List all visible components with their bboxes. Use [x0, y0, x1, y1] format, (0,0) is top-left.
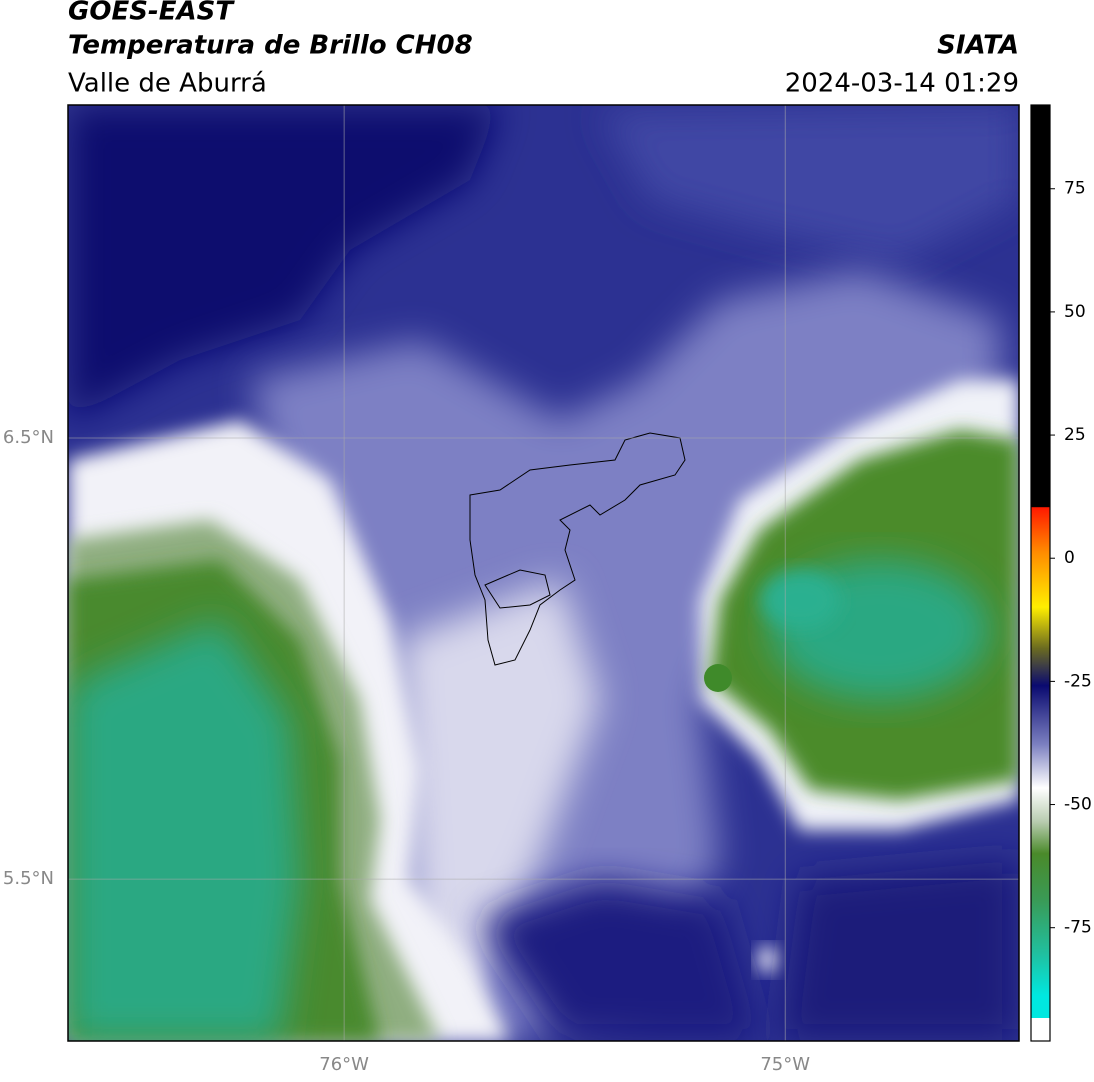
- y-tick-label: 5.5°N: [3, 868, 54, 889]
- map-frame: [67, 104, 1020, 1042]
- colorbar-frame: [1030, 104, 1051, 1042]
- datetime: 2024-03-14 01:29: [785, 69, 1019, 99]
- subtitle: Temperatura de Brillo CH08: [68, 31, 473, 61]
- colorbar-tick-label: 75: [1064, 179, 1086, 199]
- source: SIATA: [937, 31, 1019, 61]
- x-tick-label: 76°W: [319, 1054, 369, 1075]
- colorbar-under: [1031, 1018, 1050, 1041]
- satellite-image: [68, 105, 1019, 1041]
- colorbar-tick-label: 25: [1064, 425, 1086, 445]
- colorbar: [1031, 105, 1050, 1018]
- region: Valle de Aburrá: [68, 69, 267, 99]
- grid: [68, 105, 1019, 1041]
- colorbar-tick-label: -25: [1064, 671, 1092, 691]
- colorbar-tick-label: -75: [1064, 918, 1092, 938]
- y-tick-label: 6.5°N: [3, 427, 54, 448]
- colorbar-tick-label: 0: [1064, 548, 1075, 568]
- colorbar-tick-label: 50: [1064, 302, 1086, 322]
- x-tick-label: 75°W: [760, 1054, 810, 1075]
- colorbar-tick-label: -50: [1064, 795, 1092, 815]
- title: GOES-EAST: [68, 0, 235, 27]
